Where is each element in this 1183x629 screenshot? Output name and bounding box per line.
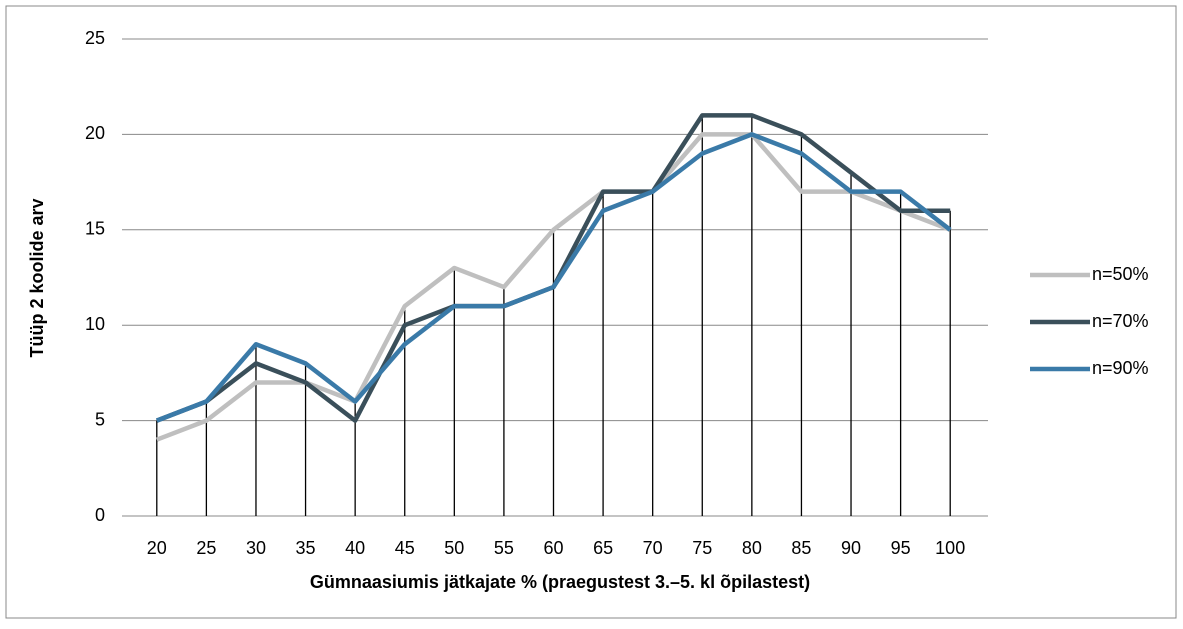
legend-label: n=50% (1092, 264, 1149, 284)
y-tick-label: 10 (85, 314, 105, 334)
y-tick-label: 5 (95, 409, 105, 429)
x-tick-label: 25 (196, 538, 216, 558)
x-tick-label: 85 (791, 538, 811, 558)
y-tick-label: 0 (95, 505, 105, 525)
y-axis-label: Tüüp 2 koolide arv (27, 198, 47, 357)
y-tick-label: 25 (85, 28, 105, 48)
x-tick-label: 65 (593, 538, 613, 558)
x-tick-label: 40 (345, 538, 365, 558)
legend-label: n=70% (1092, 311, 1149, 331)
x-tick-label: 45 (395, 538, 415, 558)
x-tick-label: 30 (246, 538, 266, 558)
legend-label: n=90% (1092, 358, 1149, 378)
x-tick-label: 50 (444, 538, 464, 558)
x-tick-label: 95 (891, 538, 911, 558)
series-line (155, 132, 952, 423)
x-tick-label: 35 (296, 538, 316, 558)
x-tick-label: 70 (643, 538, 663, 558)
x-tick-label: 60 (543, 538, 563, 558)
x-tick-label: 20 (147, 538, 167, 558)
series-line (155, 132, 952, 442)
chart-border (5, 5, 1177, 619)
y-tick-label: 15 (85, 219, 105, 239)
x-tick-label: 90 (841, 538, 861, 558)
x-tick-label: 75 (692, 538, 712, 558)
x-tick-label: 100 (935, 538, 965, 558)
x-tick-label: 55 (494, 538, 514, 558)
x-tick-label: 80 (742, 538, 762, 558)
y-tick-label: 20 (85, 123, 105, 143)
x-axis-label: Gümnaasiumis jätkajate % (praegustest 3.… (310, 572, 810, 592)
